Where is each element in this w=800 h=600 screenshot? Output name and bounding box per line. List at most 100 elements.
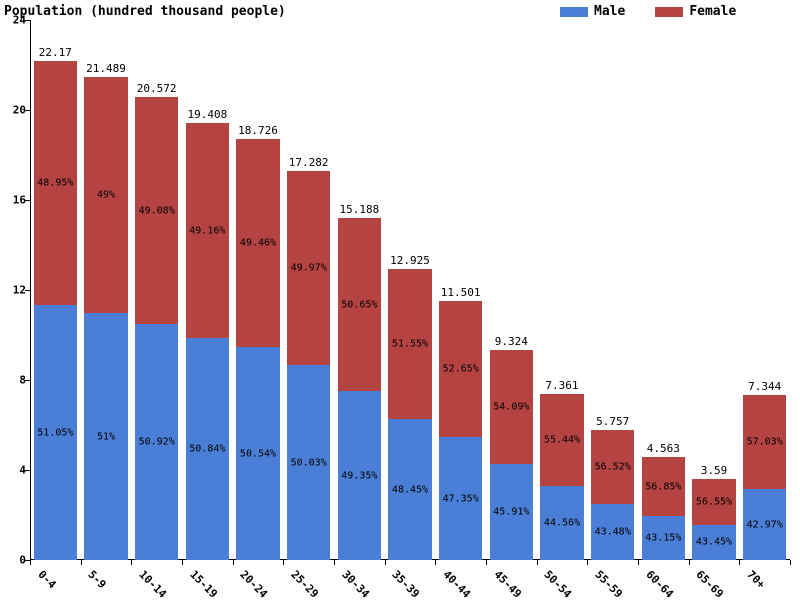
bar-segment-female: 56.52% <box>591 430 634 503</box>
x-tick-mark <box>385 560 386 565</box>
segment-percent-male: 48.45% <box>392 484 428 495</box>
bar-segment-male: 51.05% <box>34 305 77 560</box>
x-tick-mark <box>233 560 234 565</box>
x-tick-mark <box>131 560 132 565</box>
bar-segment-female: 49.16% <box>186 123 229 338</box>
bar-segment-male: 43.45% <box>692 525 735 560</box>
bar-segment-female: 51.55% <box>388 269 431 419</box>
bar-total-label: 12.925 <box>390 254 430 269</box>
bar-total-label: 9.324 <box>495 335 528 350</box>
bar-segment-female: 49.97% <box>287 171 330 365</box>
x-tick-mark <box>435 560 436 565</box>
x-tick-label: 30-34 <box>339 568 372 600</box>
bar-group: 43.48%56.52%5.757 <box>591 430 634 560</box>
x-tick-mark <box>587 560 588 565</box>
x-tick-label: 0-4 <box>35 568 58 591</box>
segment-percent-male: 51.05% <box>37 427 73 438</box>
bar-segment-female: 49.08% <box>135 97 178 324</box>
legend-item-male: Male <box>560 4 625 19</box>
bar-segment-male: 42.97% <box>743 489 786 560</box>
segment-percent-male: 50.92% <box>139 437 175 448</box>
chart-title: Population (hundred thousand people) <box>4 4 286 19</box>
x-tick-label: 5-9 <box>86 568 109 591</box>
bar-group: 50.84%49.16%19.408 <box>186 123 229 560</box>
bar-segment-male: 43.15% <box>642 516 685 560</box>
x-tick-mark <box>486 560 487 565</box>
x-tick-label: 40-44 <box>441 568 474 600</box>
bar-group: 50.92%49.08%20.572 <box>135 97 178 560</box>
y-axis-line <box>30 20 31 560</box>
bar-group: 50.54%49.46%18.726 <box>236 139 279 560</box>
segment-percent-female: 55.44% <box>544 435 580 446</box>
x-tick-label: 65-69 <box>694 568 727 600</box>
bar-group: 45.91%54.09%9.324 <box>490 350 533 560</box>
x-tick-mark <box>739 560 740 565</box>
bar-group: 43.45%56.55%3.59 <box>692 479 735 560</box>
x-tick-label: 50-54 <box>542 568 575 600</box>
bar-total-label: 15.188 <box>339 203 379 218</box>
plot-area: 0481216202451.05%48.95%22.170-451%49%21.… <box>30 20 790 560</box>
legend-swatch-female <box>655 7 683 17</box>
bar-segment-female: 50.65% <box>338 218 381 391</box>
bar-group: 43.15%56.85%4.563 <box>642 457 685 560</box>
bar-segment-male: 48.45% <box>388 419 431 560</box>
legend: Male Female <box>560 4 736 19</box>
bar-segment-male: 47.35% <box>439 437 482 560</box>
x-tick-mark <box>81 560 82 565</box>
bar-segment-male: 51% <box>84 313 127 560</box>
bar-group: 51%49%21.489 <box>84 77 127 561</box>
y-tick-mark <box>25 470 30 471</box>
bar-total-label: 21.489 <box>86 62 126 77</box>
legend-label-male: Male <box>594 4 625 19</box>
x-tick-label: 70+ <box>745 568 768 591</box>
bar-segment-male: 50.92% <box>135 324 178 560</box>
bar-segment-female: 49.46% <box>236 139 279 347</box>
segment-percent-female: 56.85% <box>645 481 681 492</box>
bar-total-label: 20.572 <box>137 82 177 97</box>
bar-segment-male: 50.84% <box>186 338 229 560</box>
x-tick-mark <box>537 560 538 565</box>
x-tick-label: 25-29 <box>289 568 322 600</box>
segment-percent-female: 54.09% <box>493 401 529 412</box>
bar-group: 50.03%49.97%17.282 <box>287 171 330 560</box>
bar-segment-male: 50.03% <box>287 365 330 560</box>
x-tick-mark <box>790 560 791 565</box>
bar-total-label: 7.344 <box>748 380 781 395</box>
bar-total-label: 7.361 <box>545 379 578 394</box>
segment-percent-female: 57.03% <box>747 436 783 447</box>
x-tick-label: 60-64 <box>643 568 676 600</box>
x-tick-mark <box>182 560 183 565</box>
legend-swatch-male <box>560 7 588 17</box>
x-tick-label: 15-19 <box>187 568 220 600</box>
legend-label-female: Female <box>689 4 736 19</box>
bar-total-label: 5.757 <box>596 415 629 430</box>
bar-segment-female: 56.85% <box>642 457 685 515</box>
bar-total-label: 22.17 <box>39 46 72 61</box>
bar-segment-female: 55.44% <box>540 394 583 486</box>
bar-total-label: 4.563 <box>647 442 680 457</box>
segment-percent-male: 43.45% <box>696 537 732 548</box>
y-tick-mark <box>25 200 30 201</box>
segment-percent-female: 49.08% <box>139 205 175 216</box>
x-tick-label: 35-39 <box>390 568 423 600</box>
y-tick-mark <box>25 110 30 111</box>
bar-segment-male: 50.54% <box>236 347 279 560</box>
bar-segment-male: 43.48% <box>591 504 634 560</box>
y-tick-mark <box>25 290 30 291</box>
segment-percent-female: 49% <box>97 189 115 200</box>
segment-percent-female: 56.55% <box>696 497 732 508</box>
segment-percent-male: 50.84% <box>189 444 225 455</box>
bar-segment-female: 57.03% <box>743 395 786 489</box>
segment-percent-female: 50.65% <box>341 299 377 310</box>
y-tick-mark <box>25 20 30 21</box>
segment-percent-male: 50.03% <box>291 457 327 468</box>
bar-segment-male: 44.56% <box>540 486 583 560</box>
segment-percent-female: 49.16% <box>189 225 225 236</box>
bar-segment-female: 48.95% <box>34 61 77 305</box>
y-tick-mark <box>25 380 30 381</box>
bar-total-label: 3.59 <box>701 464 728 479</box>
segment-percent-female: 49.46% <box>240 237 276 248</box>
bar-segment-female: 49% <box>84 77 127 314</box>
bar-group: 44.56%55.44%7.361 <box>540 394 583 560</box>
bar-group: 48.45%51.55%12.925 <box>388 269 431 560</box>
